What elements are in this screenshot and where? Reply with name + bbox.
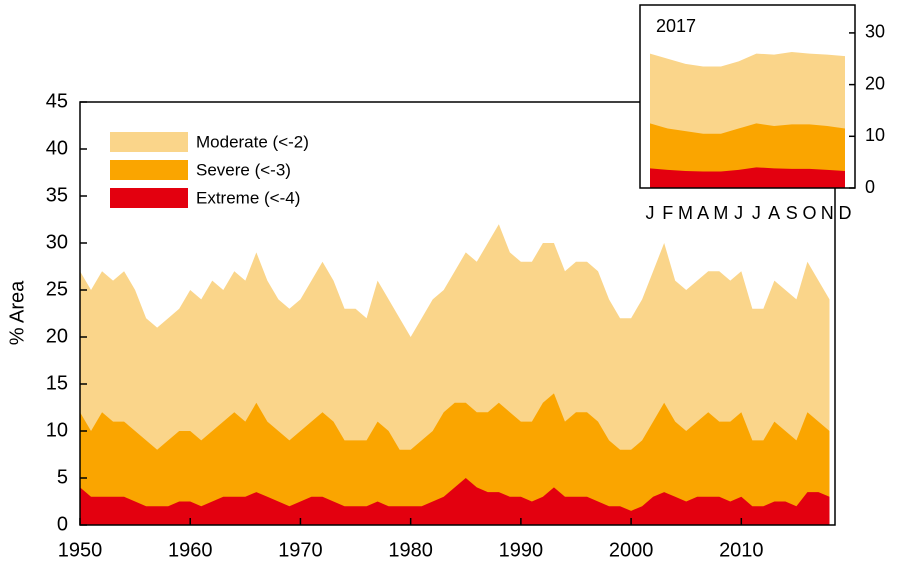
y-tick-label: 0 xyxy=(865,177,875,197)
y-tick-label: 5 xyxy=(57,466,68,488)
y-tick-label: 20 xyxy=(865,73,885,93)
inset-title: 2017 xyxy=(656,16,696,36)
x-tick-label: O xyxy=(803,203,817,223)
x-tick-label: 1980 xyxy=(388,539,433,561)
y-tick-label: 15 xyxy=(46,372,68,394)
y-tick-label: 40 xyxy=(46,137,68,159)
y-tick-label: 20 xyxy=(46,325,68,347)
area xyxy=(80,393,830,525)
y-axis-label: % Area xyxy=(6,280,28,345)
x-tick-label: 1990 xyxy=(499,539,544,561)
legend-swatch xyxy=(110,160,188,180)
x-tick-label: M xyxy=(713,203,728,223)
y-tick-label: 30 xyxy=(46,231,68,253)
x-tick-label: 1960 xyxy=(168,539,213,561)
x-tick-label: 1950 xyxy=(58,539,103,561)
plot-frame xyxy=(79,101,836,526)
x-tick-label: 2000 xyxy=(609,539,654,561)
y-tick-label: 25 xyxy=(46,278,68,300)
x-tick-label: D xyxy=(839,203,852,223)
legend-swatch xyxy=(110,132,188,152)
plot-frame xyxy=(639,4,856,189)
y-tick-label: 30 xyxy=(865,22,885,42)
legend-label: Moderate (<-2) xyxy=(196,132,309,151)
x-tick-label: J xyxy=(734,203,743,223)
x-tick-label: F xyxy=(662,203,673,223)
y-tick-label: 10 xyxy=(46,419,68,441)
y-tick-label: 35 xyxy=(46,184,68,206)
area xyxy=(650,167,845,188)
x-tick-label: A xyxy=(697,203,709,223)
y-tick-label: 10 xyxy=(865,125,885,145)
y-tick-label: 45 xyxy=(46,90,68,112)
x-tick-label: J xyxy=(646,203,655,223)
x-tick-label: 1970 xyxy=(278,539,323,561)
x-tick-label: 2010 xyxy=(719,539,764,561)
x-tick-label: N xyxy=(821,203,834,223)
x-tick-label: A xyxy=(768,203,780,223)
legend-label: Severe (<-3) xyxy=(196,160,291,179)
legend-label: Extreme (<-4) xyxy=(196,188,300,207)
x-tick-label: S xyxy=(786,203,798,223)
y-tick-label: 0 xyxy=(57,513,68,535)
legend-swatch xyxy=(110,188,188,208)
area xyxy=(80,478,830,525)
x-tick-label: J xyxy=(752,203,761,223)
x-tick-label: M xyxy=(678,203,693,223)
